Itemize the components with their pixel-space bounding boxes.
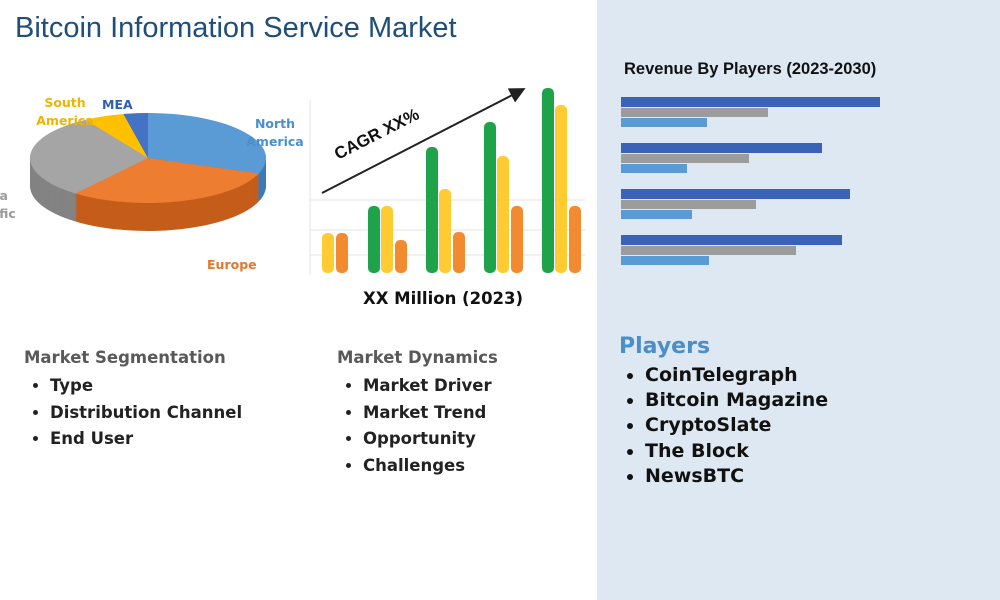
list-item: Challenges	[363, 453, 492, 480]
bar-illustration	[336, 233, 348, 273]
pie-label: Europe	[207, 257, 257, 272]
pie-slice	[75, 158, 259, 203]
bar-illustration	[621, 210, 692, 219]
pie-slice	[30, 119, 148, 194]
bar-illustration	[621, 256, 709, 265]
list-item: Distribution Channel	[50, 400, 242, 427]
bar-illustration	[484, 122, 496, 273]
bar-illustration	[569, 206, 581, 273]
bar-illustration	[426, 147, 438, 273]
pie-slice	[85, 113, 148, 158]
pie-slice	[123, 113, 148, 158]
bar-illustration	[497, 156, 509, 273]
list-item: Bitcoin Magazine	[645, 388, 828, 413]
list-item: Opportunity	[363, 426, 492, 453]
bar-illustration	[453, 232, 465, 273]
bar-illustration	[621, 143, 822, 153]
bar-illustration	[621, 235, 842, 245]
bar-illustration	[555, 105, 567, 273]
bar-illustration	[621, 118, 707, 127]
annotation: CAGR XX%	[331, 105, 422, 164]
pie-label: North America	[246, 116, 304, 149]
list-item: Market Driver	[363, 373, 492, 400]
bar-illustration	[621, 246, 796, 255]
bar-illustration	[381, 206, 393, 273]
pie-label: South America	[36, 95, 94, 128]
bar-illustration	[621, 97, 880, 107]
chart-title: Revenue By Players (2023-2030)	[624, 60, 877, 78]
list-item: CoinTelegraph	[645, 363, 828, 388]
bullet-list: Market DriverMarket TrendOpportunityChal…	[337, 373, 492, 479]
list-item: The Block	[645, 439, 828, 464]
pie-label: Asia Pacific	[0, 188, 16, 221]
bar-illustration	[368, 206, 380, 273]
arrow	[321, 88, 526, 194]
list-item: Market Trend	[363, 400, 492, 427]
pie-label: MEA	[102, 97, 133, 112]
list-item: NewsBTC	[645, 464, 828, 489]
bar-illustration	[395, 240, 407, 273]
section-heading: Market Dynamics	[337, 348, 498, 367]
bar-illustration	[621, 200, 756, 209]
bullet-list: CoinTelegraphBitcoin MagazineCryptoSlate…	[619, 363, 828, 489]
list-item: CryptoSlate	[645, 413, 828, 438]
pie-slice	[148, 113, 266, 174]
section-heading: Players	[619, 334, 711, 359]
bar-illustration	[439, 189, 451, 273]
chart-caption: XX Million (2023)	[363, 289, 524, 308]
title: Bitcoin Information Service Market	[15, 12, 457, 44]
bar-illustration	[621, 154, 749, 163]
section-heading: Market Segmentation	[24, 348, 226, 367]
bar-illustration	[621, 189, 850, 199]
bar-illustration	[621, 108, 768, 117]
bullet-list: TypeDistribution ChannelEnd User	[24, 373, 242, 453]
bar-illustration	[542, 88, 554, 273]
bar-illustration	[322, 233, 334, 273]
list-item: End User	[50, 426, 242, 453]
bar-illustration	[621, 164, 687, 173]
bar-illustration	[511, 206, 523, 273]
list-item: Type	[50, 373, 242, 400]
